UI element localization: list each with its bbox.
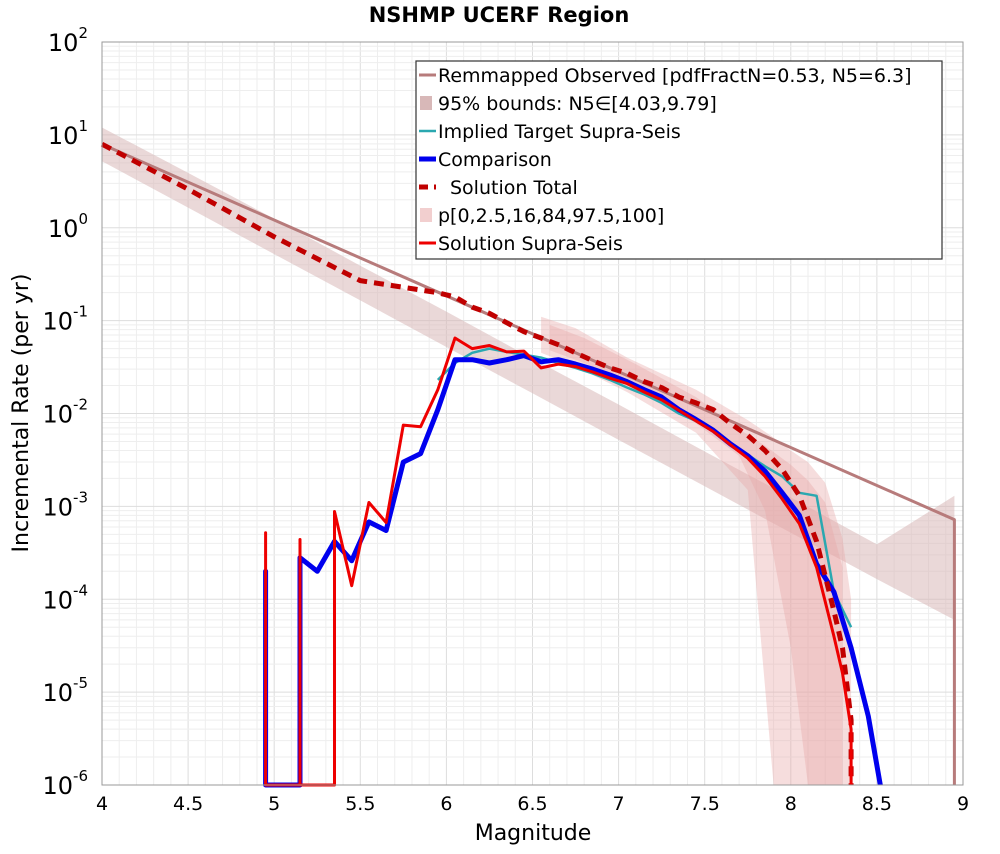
legend-label: Comparison (438, 149, 552, 171)
legend-swatch-patch (420, 208, 432, 222)
x-axis-label: Magnitude (475, 821, 592, 846)
legend-box (415, 60, 943, 260)
y-tick-exponent: -3 (73, 488, 88, 506)
legend-label: Remmapped Observed [pdfFractN=0.53, N5=6… (438, 65, 912, 87)
y-tick-base: 10 (42, 679, 73, 707)
legend-label: Solution Supra-Seis (438, 233, 623, 255)
y-tick-base: 10 (42, 308, 73, 336)
series-line-0 (101, 142, 956, 785)
x-tick-label: 8 (785, 793, 797, 815)
x-tick-label: 8.5 (862, 793, 892, 815)
plot-frame (101, 41, 964, 786)
y-tick-base: 10 (48, 29, 79, 57)
series-line-2 (263, 353, 883, 788)
y-tick-exponent: 0 (78, 210, 88, 228)
y-tick-base: 10 (42, 493, 73, 521)
x-tick-label: 6 (440, 793, 452, 815)
axis-layer: 4 4.5 5 5.5 6 6.5 7 7.5 8 8.5 910210110010-110-210… (42, 24, 969, 815)
x-tick-label: 6.5 (517, 793, 547, 815)
y-tick-label: 10-5 (42, 674, 88, 707)
legend-label: Implied Target Supra-Seis (438, 121, 681, 143)
y-tick-base: 10 (48, 122, 79, 150)
y-tick-exponent: 1 (78, 117, 88, 135)
x-tick-label: 7.5 (690, 793, 720, 815)
y-tick-exponent: -5 (73, 674, 88, 692)
x-tick-label: 4 (96, 793, 108, 815)
band-1 (541, 316, 852, 785)
y-axis-label: Incremental Rate (per yr) (9, 274, 34, 553)
chart-title: NSHMP UCERF Region (369, 3, 630, 27)
y-tick-label: 10-3 (42, 488, 88, 521)
x-tick-label: 5.5 (345, 793, 375, 815)
y-tick-exponent: -6 (73, 767, 88, 785)
y-tick-label: 10-4 (42, 581, 88, 614)
y-tick-exponent: -2 (73, 396, 88, 414)
x-tick-label: 9 (957, 793, 969, 815)
x-tick-label: 7 (613, 793, 625, 815)
series-line-4 (264, 336, 853, 787)
y-tick-exponent: -4 (73, 581, 88, 599)
series-layer (100, 141, 956, 788)
y-tick-base: 10 (42, 401, 73, 429)
y-tick-label: 100 (48, 210, 88, 243)
y-tick-exponent: 2 (78, 24, 88, 42)
y-tick-label: 10-6 (42, 767, 88, 800)
y-tick-label: 10-2 (42, 396, 88, 429)
y-tick-base: 10 (48, 215, 79, 243)
y-tick-exponent: -1 (73, 303, 88, 321)
legend-label: 95% bounds: N5∈[4.03,9.79] (438, 93, 717, 115)
x-tick-label: 5 (268, 793, 280, 815)
legend-swatch-patch (420, 96, 432, 110)
y-tick-label: 101 (48, 117, 88, 150)
band-0 (102, 127, 955, 620)
chart-legend: Remmapped Observed [pdfFractN=0.53, N5=6… (415, 60, 943, 260)
y-tick-base: 10 (42, 586, 73, 614)
legend-label: Solution Total (450, 177, 578, 199)
x-tick-label: 4.5 (173, 793, 203, 815)
legend-label: p[0,2.5,16,84,97.5,100] (438, 205, 664, 227)
y-tick-base: 10 (42, 772, 73, 800)
y-tick-label: 10-1 (42, 303, 88, 336)
y-tick-label: 102 (48, 24, 88, 57)
